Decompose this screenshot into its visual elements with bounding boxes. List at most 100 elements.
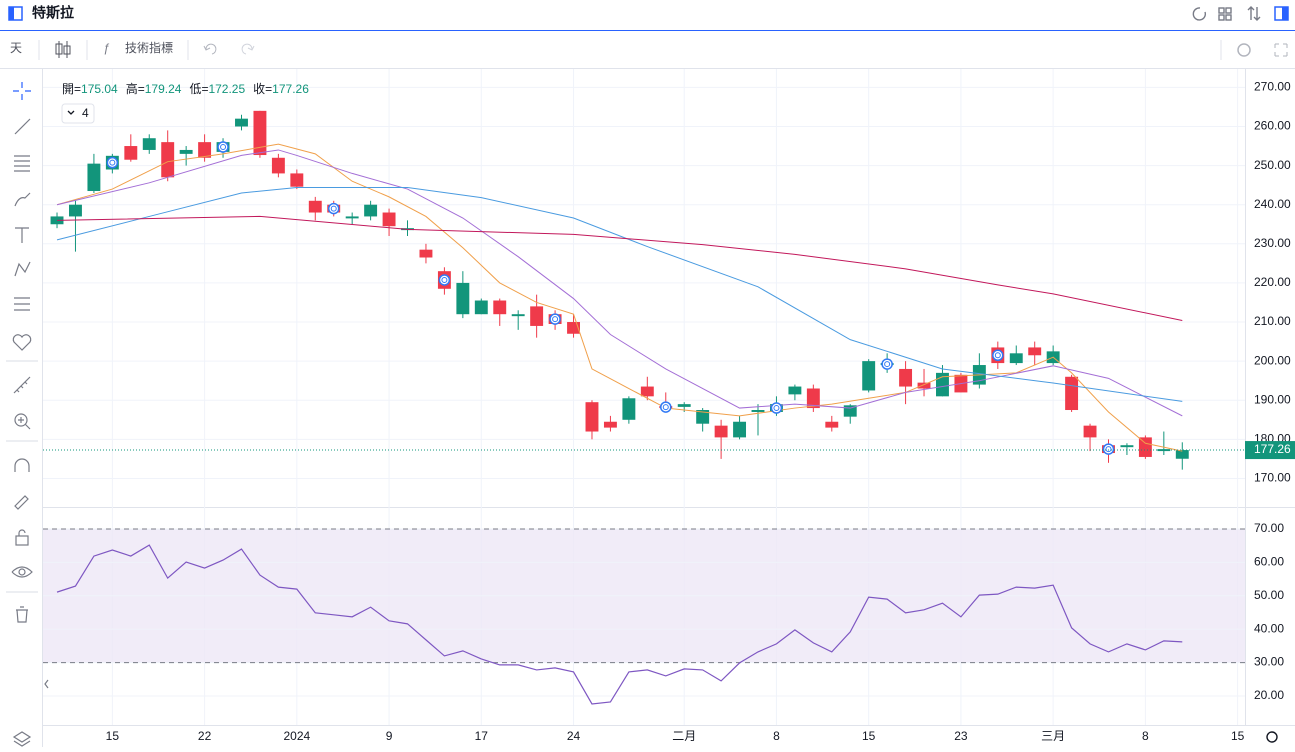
text-tool[interactable] bbox=[15, 227, 29, 243]
candle-body bbox=[899, 368, 913, 387]
brush-tool[interactable] bbox=[14, 192, 31, 207]
axis-settings-icon[interactable] bbox=[1266, 731, 1278, 743]
layout-icon-fill bbox=[1282, 7, 1288, 20]
event-marker-dot bbox=[1105, 446, 1112, 453]
ohlc-value: 172.25 bbox=[208, 82, 245, 96]
event-marker bbox=[549, 313, 561, 325]
indicator-button[interactable]: 技術指標 bbox=[125, 40, 173, 55]
sort-icon[interactable] bbox=[1247, 6, 1261, 21]
left-toolbar bbox=[6, 82, 49, 747]
settings-icon[interactable] bbox=[1237, 43, 1251, 57]
candle-body bbox=[69, 204, 82, 217]
x-tick-label: 23 bbox=[954, 729, 968, 743]
x-tick-label: 15 bbox=[862, 729, 876, 743]
ohlc-key: 收= bbox=[253, 82, 272, 96]
event-marker bbox=[217, 141, 229, 153]
candle-body bbox=[696, 410, 710, 424]
fx-icon[interactable]: ƒ bbox=[103, 41, 110, 55]
event-marker bbox=[438, 274, 451, 286]
layers-icon[interactable] bbox=[12, 731, 32, 747]
line-tool[interactable] bbox=[14, 118, 31, 135]
rsi-line bbox=[56, 544, 1183, 705]
event-marker bbox=[106, 156, 119, 169]
candle-body bbox=[364, 204, 378, 217]
y-tick-label: 170.00 bbox=[1254, 471, 1291, 485]
candle-body bbox=[198, 142, 212, 158]
moving-average bbox=[57, 215, 1183, 321]
rsi-tick-label: 40.00 bbox=[1254, 621, 1284, 635]
rsi-tick-label: 30.00 bbox=[1254, 655, 1284, 669]
candle-body bbox=[87, 163, 101, 192]
candle-body bbox=[1138, 437, 1152, 457]
event-marker bbox=[881, 358, 893, 370]
ohlc-value: 175.04 bbox=[81, 82, 118, 96]
last-price-box bbox=[1245, 441, 1295, 460]
ohlc-key: 開= bbox=[62, 82, 81, 96]
ma-toggle[interactable] bbox=[61, 103, 95, 124]
ruler-tool[interactable] bbox=[13, 376, 31, 394]
event-marker bbox=[327, 202, 340, 215]
candle-body bbox=[474, 300, 488, 315]
candle-body bbox=[640, 386, 654, 397]
redo-icon[interactable] bbox=[241, 43, 255, 55]
undo-icon[interactable] bbox=[203, 43, 217, 55]
zoom-tool[interactable] bbox=[14, 413, 28, 427]
rsi-tick-label: 70.00 bbox=[1254, 521, 1284, 535]
ohlc-value: 177.26 bbox=[272, 82, 309, 96]
event-marker-dot bbox=[109, 159, 116, 166]
candle-body bbox=[308, 200, 322, 213]
x-tick-label: 三月 bbox=[1041, 729, 1065, 743]
moving-average bbox=[56, 143, 1183, 452]
pattern-tool[interactable] bbox=[14, 261, 31, 277]
moving-average bbox=[56, 186, 1183, 402]
visibility-tool[interactable] bbox=[11, 566, 33, 578]
prediction-tool[interactable] bbox=[14, 297, 30, 311]
x-tick-label: 9 bbox=[386, 729, 393, 743]
draw-lock-tool[interactable] bbox=[14, 495, 29, 510]
event-marker-dot bbox=[441, 276, 448, 283]
fullscreen-icon[interactable] bbox=[1274, 43, 1288, 57]
y-tick-label: 200.00 bbox=[1254, 353, 1291, 367]
x-tick-label: 二月 bbox=[672, 729, 696, 743]
x-tick-label: 2024 bbox=[283, 729, 310, 743]
favorite-tool[interactable] bbox=[12, 334, 32, 351]
candle-body bbox=[1157, 449, 1171, 452]
candle-body bbox=[585, 402, 599, 432]
event-marker-dot bbox=[662, 404, 669, 411]
event-marker bbox=[1102, 443, 1115, 455]
grid-icon[interactable] bbox=[1218, 7, 1225, 14]
y-tick-label: 190.00 bbox=[1254, 392, 1291, 406]
candle-body bbox=[788, 386, 802, 395]
event-marker bbox=[770, 402, 783, 414]
lock-tool[interactable] bbox=[15, 535, 29, 546]
candle-body bbox=[603, 421, 617, 428]
candle-body bbox=[382, 212, 396, 227]
candle-body bbox=[179, 149, 193, 154]
ohlc-legend: 開= 175.04 高= 179.24 低= 172.25 收= 177.26 bbox=[62, 81, 309, 96]
candle-body bbox=[530, 306, 544, 326]
refresh-icon[interactable] bbox=[1192, 7, 1207, 21]
event-marker-dot bbox=[994, 352, 1001, 359]
x-tick-label: 24 bbox=[567, 729, 581, 743]
y-tick-label: 270.00 bbox=[1254, 80, 1291, 94]
interval-button[interactable]: 天 bbox=[10, 41, 22, 55]
top-right-icons bbox=[1192, 6, 1261, 21]
event-marker bbox=[660, 401, 672, 413]
rsi-tick-label: 50.00 bbox=[1254, 588, 1284, 602]
fib-tool[interactable] bbox=[14, 155, 30, 172]
collapse-arrow[interactable] bbox=[44, 679, 49, 689]
rsi-tick-label: 60.00 bbox=[1254, 555, 1284, 569]
candle-type-icon[interactable] bbox=[55, 41, 71, 58]
y-tick-label: 260.00 bbox=[1254, 119, 1291, 133]
ohlc-key: 低= bbox=[189, 82, 208, 96]
symbol-title: 特斯拉 bbox=[32, 5, 74, 21]
trash-tool[interactable] bbox=[16, 606, 28, 623]
magnet-tool[interactable] bbox=[14, 458, 30, 472]
crosshair-tool[interactable] bbox=[13, 82, 31, 100]
ma-count: 4 bbox=[82, 106, 89, 120]
x-tick-label: 15 bbox=[1231, 729, 1245, 743]
candle-body bbox=[567, 322, 580, 334]
candle-body bbox=[1083, 425, 1097, 438]
last-price-label: 177.26 bbox=[1254, 442, 1291, 456]
ohlc-key: 高= bbox=[126, 81, 145, 96]
